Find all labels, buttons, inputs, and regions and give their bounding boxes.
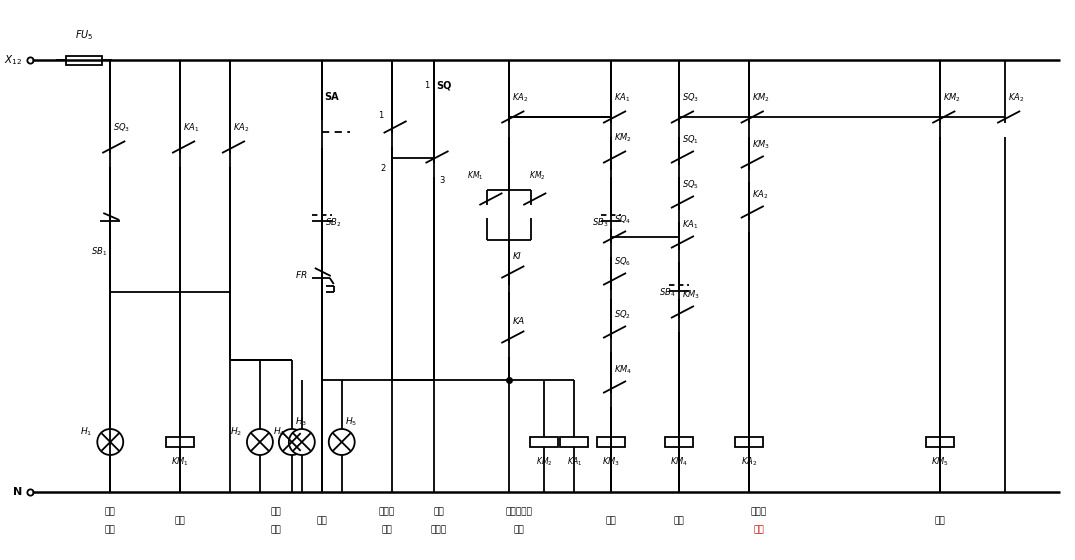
- Circle shape: [247, 429, 273, 455]
- Text: $KM_2$: $KM_2$: [614, 132, 632, 144]
- Circle shape: [289, 429, 315, 455]
- Bar: [560, 437, 588, 447]
- Text: $KA_2$: $KA_2$: [751, 189, 769, 201]
- Text: $SB_2$: $SB_2$: [325, 217, 341, 229]
- Text: 运行中间继: 运行中间继: [506, 507, 533, 516]
- Text: $KM_1$: $KM_1$: [171, 456, 189, 469]
- Text: $H_4$: $H_4$: [273, 426, 286, 438]
- Text: 中间继: 中间继: [750, 507, 766, 516]
- Text: $KM_4$: $KM_4$: [670, 456, 688, 469]
- Text: N: N: [13, 487, 23, 497]
- Text: $KA_1$: $KA_1$: [183, 122, 200, 134]
- Text: 松紧: 松紧: [433, 507, 444, 516]
- Text: $KI$: $KI$: [513, 250, 522, 261]
- Text: 架正常: 架正常: [430, 525, 446, 534]
- Text: SA: SA: [324, 92, 339, 102]
- Text: 降速: 降速: [674, 516, 685, 525]
- Text: $KA_1$: $KA_1$: [682, 218, 699, 231]
- Text: $KM_3$: $KM_3$: [682, 288, 700, 301]
- Text: 2: 2: [381, 164, 386, 172]
- Text: 励磁: 励磁: [271, 507, 282, 516]
- Text: $SB_3$: $SB_3$: [591, 217, 608, 229]
- Text: 指示: 指示: [271, 525, 282, 534]
- Text: $KM_1$: $KM_1$: [467, 170, 484, 182]
- Bar: [665, 437, 693, 447]
- Text: $SQ_6$: $SQ_6$: [614, 255, 631, 268]
- Text: SQ: SQ: [436, 80, 452, 90]
- Text: $KM_2$: $KM_2$: [943, 91, 961, 104]
- Text: $KA_2$: $KA_2$: [513, 91, 529, 104]
- Text: $KA_2$: $KA_2$: [741, 456, 757, 469]
- Text: $SQ_1$: $SQ_1$: [682, 133, 699, 146]
- Text: $SB_4$: $SB_4$: [659, 287, 676, 299]
- Text: 电器: 电器: [514, 525, 525, 534]
- Text: $X_{12}$: $X_{12}$: [4, 53, 23, 67]
- Text: $KM_2$: $KM_2$: [536, 456, 553, 469]
- Bar: [167, 437, 195, 447]
- Text: 控制: 控制: [105, 507, 116, 516]
- Text: $KA_1$: $KA_1$: [567, 456, 582, 469]
- Text: 3: 3: [440, 175, 445, 184]
- Text: $H_5$: $H_5$: [345, 416, 357, 428]
- Text: $SQ_3$: $SQ_3$: [682, 91, 699, 104]
- Text: 制动: 制动: [935, 516, 946, 525]
- Bar: [530, 437, 558, 447]
- Text: $KM_3$: $KM_3$: [602, 456, 620, 469]
- Text: $SQ_5$: $SQ_5$: [682, 179, 699, 191]
- Text: $KA$: $KA$: [513, 315, 526, 326]
- Text: $KM_2$: $KM_2$: [529, 170, 546, 182]
- Text: 励磁: 励磁: [175, 516, 186, 525]
- Circle shape: [278, 429, 305, 455]
- Bar: [597, 437, 625, 447]
- Text: $H_2$: $H_2$: [230, 426, 242, 438]
- Text: 电器: 电器: [754, 525, 764, 534]
- Text: $KA_2$: $KA_2$: [233, 122, 249, 134]
- Text: $FU_5$: $FU_5$: [75, 28, 94, 42]
- Text: $SQ_2$: $SQ_2$: [614, 309, 631, 321]
- Text: 电源: 电源: [105, 525, 116, 534]
- Bar: [67, 55, 102, 64]
- Text: 强制: 强制: [316, 516, 327, 525]
- Text: 升速: 升速: [605, 516, 616, 525]
- Text: $KM_3$: $KM_3$: [751, 138, 770, 151]
- Circle shape: [329, 429, 355, 455]
- Text: $SB_1$: $SB_1$: [91, 245, 108, 258]
- Text: 松紧架: 松紧架: [378, 507, 395, 516]
- Text: $KA_1$: $KA_1$: [614, 91, 630, 104]
- Text: $KM_5$: $KM_5$: [931, 456, 949, 469]
- Text: 1: 1: [425, 81, 430, 90]
- Bar: [735, 437, 763, 447]
- Text: $H_1$: $H_1$: [80, 426, 92, 438]
- Text: $H_3$: $H_3$: [295, 416, 307, 428]
- Bar: [927, 437, 955, 447]
- Text: $SQ_3$: $SQ_3$: [113, 122, 130, 134]
- Text: $KM_4$: $KM_4$: [614, 363, 632, 376]
- Text: $KM_2$: $KM_2$: [751, 91, 770, 104]
- Text: 1: 1: [378, 111, 384, 120]
- Text: $KA_2$: $KA_2$: [1008, 91, 1024, 104]
- Circle shape: [98, 429, 124, 455]
- Text: 超位: 超位: [382, 525, 392, 534]
- Text: $FR$: $FR$: [296, 268, 307, 279]
- Text: $SQ_4$: $SQ_4$: [614, 213, 631, 226]
